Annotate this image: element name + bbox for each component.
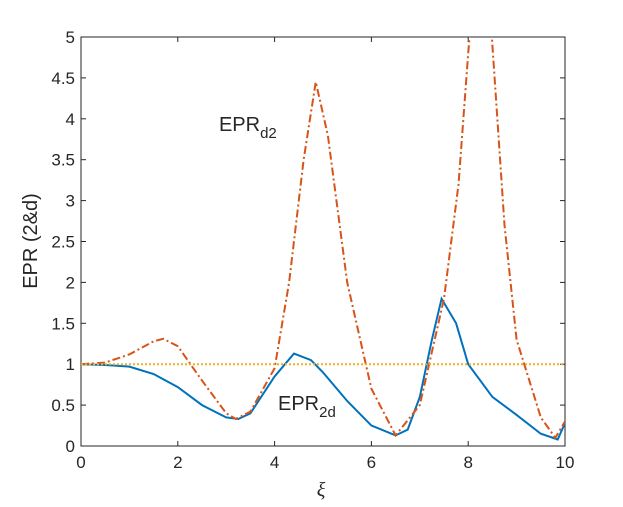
annotation: EPR2d [278,393,336,421]
y-tick-label: 1 [66,355,75,374]
y-axis-label: EPR (2&d) [20,193,42,289]
plot-lines [81,37,565,441]
annotation-subscript: 2d [319,404,336,421]
x-axis-label: ξ [317,479,326,501]
x-tick-label: 2 [173,453,182,472]
y-tick-label: 5 [66,28,75,47]
annotation-subscript: d2 [260,125,277,142]
line [81,37,565,440]
x-tick-label: 6 [367,453,376,472]
line [81,296,565,441]
plot-area [80,36,566,447]
y-tick-label: 4.5 [51,69,75,88]
y-tick-label: 3.5 [51,151,75,170]
x-tick-label: 8 [463,453,472,472]
x-tick-label: 0 [76,453,85,472]
y-tick-label: 1.5 [51,314,75,333]
annotation-text: EPR [278,393,319,415]
y-tick-label: 2 [66,273,75,292]
y-tick-label: 2.5 [51,233,75,252]
x-tick-label: 4 [270,453,279,472]
y-tick-label: 4 [66,110,75,129]
y-tick-label: 0 [66,437,75,456]
x-tick-label: 10 [556,453,575,472]
annotation: EPRd2 [219,114,277,142]
annotation-text: EPR [219,114,260,136]
y-tick-label: 3 [66,192,75,211]
y-tick-label: 0.5 [51,396,75,415]
